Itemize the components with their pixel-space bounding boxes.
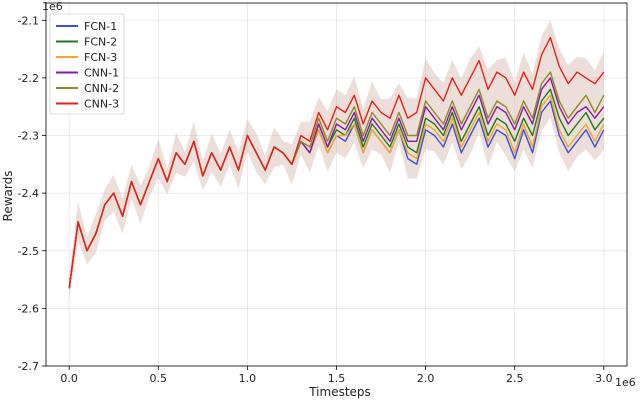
y-tick-label: -2.2 [18, 72, 39, 85]
legend-label-cnn-2: CNN-2 [84, 82, 119, 95]
x-tick-label: 0.0 [60, 372, 78, 385]
legend-label-fcn-2: FCN-2 [84, 36, 117, 49]
y-tick-label: -2.1 [18, 14, 39, 27]
y-axis-ticks: -2.7 -2.6 -2.5 -2.4 -2.3 -2.2 -2.1 [18, 14, 46, 373]
legend-label-fcn-1: FCN-1 [84, 20, 117, 33]
y-tick-label: -2.6 [18, 302, 39, 315]
x-tick-label: 0.5 [150, 372, 168, 385]
legend-label-cnn-3: CNN-3 [84, 98, 119, 111]
x-axis-offset-label: 1e6 [615, 376, 636, 389]
y-axis-label: Rewards [1, 171, 15, 222]
y-tick-label: -2.4 [18, 187, 39, 200]
y-tick-label: -2.5 [18, 245, 39, 258]
variance-band [69, 20, 604, 300]
x-tick-label: 1.0 [239, 372, 257, 385]
x-tick-label: 2.5 [506, 372, 524, 385]
y-axis-offset-label: 1e6 [42, 0, 63, 13]
x-tick-label: 2.0 [417, 372, 435, 385]
x-tick-label: 1.5 [328, 372, 346, 385]
y-tick-label: -2.7 [18, 360, 39, 373]
series-lines [68, 36, 605, 289]
legend-label-fcn-3: FCN-3 [84, 51, 117, 64]
legend: FCN-1 FCN-2 FCN-3 CNN-1 CNN-2 CNN-3 [49, 13, 125, 115]
y-tick-label: -2.3 [18, 130, 39, 143]
legend-label-cnn-1: CNN-1 [84, 67, 119, 80]
x-tick-label: 3.0 [595, 372, 613, 385]
series-line-cnn-3 [68, 36, 605, 289]
variance-bands [69, 20, 604, 300]
x-axis-ticks: 0.0 0.5 1.0 1.5 2.0 2.5 3.0 [60, 366, 613, 385]
x-axis-label: Timesteps [308, 385, 371, 399]
gridlines [46, 3, 627, 367]
